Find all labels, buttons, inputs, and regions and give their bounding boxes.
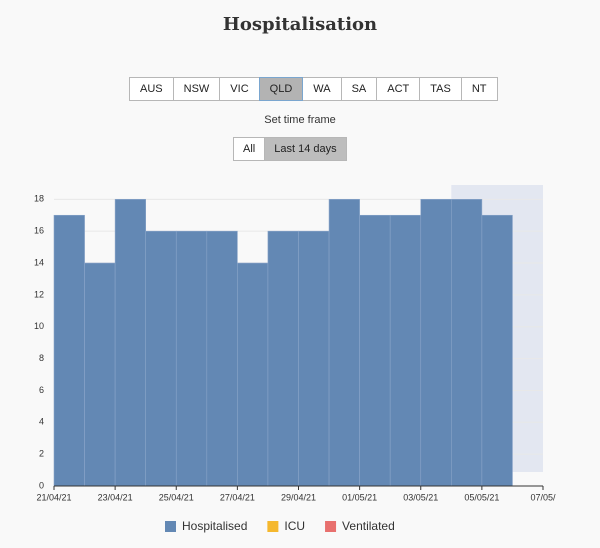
bar — [481, 214, 513, 487]
y-tick-label: 8 — [39, 353, 44, 363]
legend-label: Ventilated — [342, 519, 395, 533]
time-frame-button[interactable]: Last 14 days — [264, 137, 347, 161]
x-tick-label: 01/05/21 — [342, 492, 377, 502]
time-frame-button[interactable]: All — [233, 137, 266, 161]
bar — [114, 199, 146, 487]
x-tick-label: 21/04/21 — [36, 492, 71, 502]
y-tick-label: 4 — [39, 417, 44, 427]
region-selector: AUS NSW VIC QLD WA SA ACT TAS NT — [129, 77, 498, 101]
y-tick-label: 14 — [34, 257, 44, 267]
bar — [389, 214, 422, 487]
bar — [420, 199, 452, 487]
bar — [298, 230, 330, 487]
legend-label: ICU — [284, 519, 305, 533]
x-tick-label: 27/04/21 — [220, 492, 255, 502]
region-button[interactable]: NT — [460, 77, 498, 101]
region-button[interactable]: WA — [302, 77, 342, 101]
legend-label: Hospitalised — [182, 519, 247, 533]
x-tick-label: 07/05/ — [530, 492, 556, 502]
bar — [175, 230, 208, 487]
bar — [267, 230, 299, 487]
region-button[interactable]: VIC — [219, 77, 260, 101]
y-tick-label: 16 — [34, 226, 44, 236]
bar — [84, 262, 116, 487]
x-tick-label: 03/05/21 — [403, 492, 438, 502]
time-frame-label: Set time frame — [264, 114, 336, 126]
region-button[interactable]: TAS — [419, 77, 462, 101]
region-button[interactable]: QLD — [258, 77, 304, 101]
y-tick-label: 6 — [39, 385, 44, 395]
y-tick-label: 18 — [34, 194, 44, 204]
bar — [328, 199, 360, 487]
y-tick-label: 10 — [34, 321, 44, 331]
legend-swatch — [267, 521, 279, 532]
x-tick-label: 23/04/21 — [98, 492, 133, 502]
x-tick-label: 29/04/21 — [281, 492, 316, 502]
region-button[interactable]: SA — [340, 77, 378, 101]
title: Hospitalisation — [222, 14, 378, 35]
bar — [53, 214, 85, 487]
bar — [206, 230, 238, 487]
y-tick-label: 2 — [39, 449, 44, 459]
y-tick-label: 0 — [39, 480, 44, 490]
bar — [451, 199, 483, 487]
bar — [237, 262, 269, 487]
bar — [359, 214, 391, 487]
x-tick-label: 05/05/21 — [464, 492, 499, 502]
time-frame-selector: All Last 14 days — [233, 137, 347, 161]
bar — [145, 230, 177, 487]
x-tick-label: 25/04/21 — [159, 492, 194, 502]
y-tick-label: 12 — [34, 289, 44, 299]
legend-swatch — [165, 521, 176, 532]
legend-swatch — [325, 521, 337, 532]
